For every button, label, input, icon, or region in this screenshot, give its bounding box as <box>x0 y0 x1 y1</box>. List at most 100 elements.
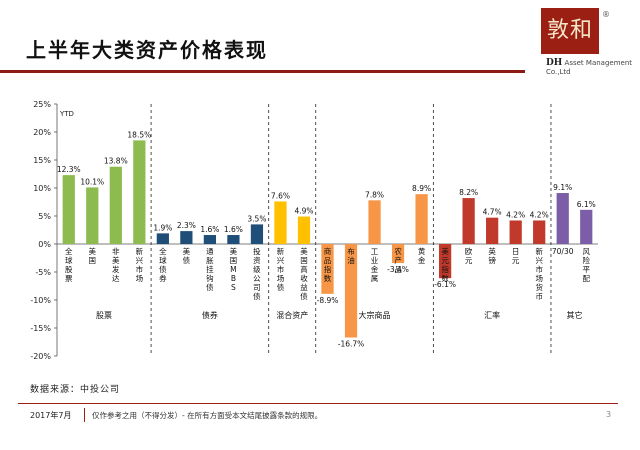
category-label: 镑 <box>488 255 496 265</box>
group-label: 股票 <box>96 311 112 320</box>
data-label: 9.1% <box>553 183 572 192</box>
category-label: 国 <box>230 256 238 265</box>
category-label: 场 <box>136 274 144 283</box>
category-label: 资 <box>253 255 261 265</box>
category-label: 发 <box>112 264 120 274</box>
category-label: 金 <box>371 264 379 274</box>
category-label: 农 <box>394 246 402 256</box>
category-label: 美 <box>112 255 120 265</box>
footer-divider <box>18 403 618 404</box>
y-tick-label: -5% <box>35 268 51 277</box>
bar <box>462 198 475 244</box>
category-label: 债 <box>183 255 191 265</box>
category-label: 新 <box>535 246 543 256</box>
footer-separator <box>84 408 85 422</box>
data-label: 4.2% <box>530 210 549 219</box>
category-label: 债 <box>253 291 261 301</box>
bar <box>509 220 522 244</box>
category-label: 新 <box>277 246 285 256</box>
category-label: 风 <box>582 247 590 256</box>
category-label: 达 <box>112 273 120 283</box>
category-label: 兴 <box>277 256 285 265</box>
category-label: 品 <box>394 265 402 274</box>
bar <box>133 140 146 244</box>
category-label: 债 <box>159 264 167 274</box>
data-label: -8.9% <box>317 296 339 305</box>
category-label: 币 <box>535 292 543 301</box>
category-label: 元 <box>512 256 520 265</box>
data-label: -16.7% <box>338 340 365 349</box>
category-label: 券 <box>159 273 167 283</box>
category-label: 属 <box>371 274 379 283</box>
category-label: 全 <box>65 246 73 256</box>
category-label: 黄 <box>418 246 426 256</box>
category-label: 非 <box>112 246 120 256</box>
category-label: 球 <box>65 255 73 265</box>
y-tick-label: 10% <box>33 184 51 193</box>
company-logo: 敦和 <box>541 8 599 54</box>
title-divider <box>0 70 525 73</box>
category-label: 业 <box>371 255 379 265</box>
category-label: 数 <box>324 273 332 283</box>
y-tick-label: -20% <box>30 352 51 361</box>
registered-mark: ® <box>602 10 610 19</box>
data-label: 8.2% <box>459 188 478 197</box>
category-label: 投 <box>253 246 261 256</box>
data-label: 3.5% <box>247 214 266 223</box>
bar <box>297 216 311 244</box>
category-label: 球 <box>159 255 167 265</box>
category-label: 胀 <box>206 255 214 265</box>
y-tick-label: 25% <box>33 100 51 109</box>
bar <box>415 194 428 244</box>
category-label: 全 <box>159 246 167 256</box>
category-label: 70/30 <box>552 247 574 256</box>
category-label: 挂 <box>206 264 214 274</box>
category-label: 场 <box>277 274 285 283</box>
data-label: 10.1% <box>80 177 104 186</box>
data-label: 8.9% <box>412 184 431 193</box>
category-label: 级 <box>253 264 261 274</box>
category-label: 国 <box>89 256 97 265</box>
category-label: 欧 <box>465 246 473 256</box>
footer-date: 2017年7月 <box>30 411 72 420</box>
bar <box>321 244 334 294</box>
bar <box>486 217 499 244</box>
category-label: 货 <box>535 282 543 292</box>
data-label: 18.5% <box>127 130 151 139</box>
group-label: 债券 <box>202 310 218 320</box>
category-label: 债 <box>206 282 214 292</box>
y-tick-label: 20% <box>33 128 51 137</box>
page-title: 上半年大类资产价格表现 <box>26 38 268 62</box>
category-label: 钩 <box>206 273 214 283</box>
logo-brand-subtitle: Asset Management Co.,Ltd <box>546 59 633 76</box>
data-label: 13.8% <box>104 157 128 166</box>
group-label: 其它 <box>566 310 582 320</box>
category-label: 司 <box>253 283 261 292</box>
category-label: 品 <box>324 256 332 265</box>
footer-disclaimer: 仅作参考之用（不得分发）- 在所有方面受本文结尾披露条款的规限。 <box>92 411 323 420</box>
category-label: 元 <box>465 256 473 265</box>
bar <box>156 233 169 244</box>
category-label: 日 <box>512 247 520 256</box>
category-label: M <box>230 265 236 274</box>
group-label: 混合资产 <box>276 310 308 320</box>
logo-brand: DH Asset Management Co.,Ltd <box>546 58 640 76</box>
logo-brand-initials: DH <box>546 58 563 68</box>
page-number: 3 <box>606 410 612 419</box>
data-label: 7.6% <box>271 191 290 200</box>
category-label: 美 <box>441 246 449 256</box>
data-label: 2.3% <box>177 221 196 230</box>
category-label: 商 <box>324 246 332 256</box>
bar <box>86 187 99 244</box>
category-label: 布 <box>347 246 355 256</box>
bar <box>368 200 381 244</box>
data-label: 1.6% <box>224 225 243 234</box>
bar <box>274 201 287 244</box>
category-label: 配 <box>582 274 590 283</box>
category-label: 平 <box>582 265 590 274</box>
data-label: 6.1% <box>577 200 596 209</box>
bar <box>580 209 593 244</box>
bar <box>109 166 122 244</box>
y-tick-label: -15% <box>30 324 51 333</box>
category-label: 收 <box>300 273 308 283</box>
